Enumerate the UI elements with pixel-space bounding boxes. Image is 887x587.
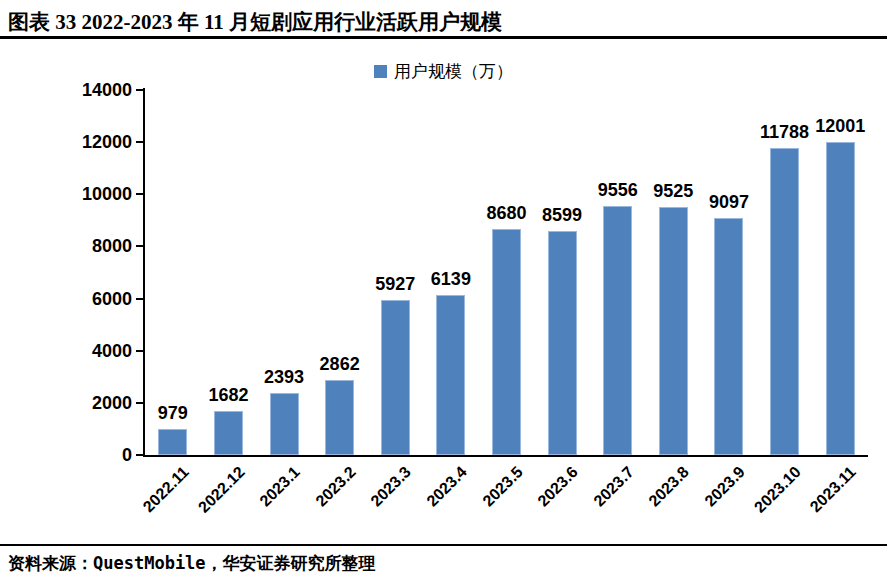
x-axis-label: 2023.7 (590, 463, 637, 510)
y-axis-tick (136, 193, 143, 195)
y-axis-tick (136, 350, 143, 352)
y-axis-tick (136, 245, 143, 247)
x-axis-label: 2023.9 (701, 463, 748, 510)
y-axis-tick-label: 14000 (0, 80, 132, 100)
bar (214, 411, 243, 455)
chart-figure: 图表 33 2022-2023 年 11 月短剧应用行业活跃用户规模 用户规模（… (0, 0, 887, 587)
y-axis-tick (136, 454, 143, 456)
y-axis-line (143, 88, 145, 455)
bar (381, 300, 410, 455)
y-axis-tick-label: 12000 (0, 132, 132, 152)
y-axis-tick-label: 8000 (0, 236, 132, 256)
bar (270, 393, 299, 455)
bar (548, 231, 577, 455)
bar (158, 429, 187, 455)
y-axis-tick-label: 4000 (0, 341, 132, 361)
source-note: 资料来源：QuestMobile，华安证券研究所整理 (8, 552, 376, 575)
y-axis-tick-label: 2000 (0, 393, 132, 413)
footer-divider (0, 544, 887, 546)
x-axis-label: 2023.4 (423, 463, 470, 510)
plot-area: 020004000600080001000012000140009792022.… (0, 0, 887, 587)
x-axis-label: 2022.11 (140, 463, 193, 516)
bar (770, 148, 799, 455)
bar-value-label: 6139 (403, 268, 499, 290)
y-axis-tick-label: 6000 (0, 289, 132, 309)
bar (659, 207, 688, 455)
bar-value-label: 8599 (514, 204, 610, 226)
x-axis-label: 2023.6 (535, 463, 582, 510)
y-axis-tick-label: 0 (0, 445, 132, 465)
bar-value-label: 9097 (681, 191, 777, 213)
y-axis-tick-label: 10000 (0, 184, 132, 204)
x-axis-label: 2022.12 (195, 463, 249, 517)
bar (826, 142, 855, 455)
y-axis-tick (136, 141, 143, 143)
bar (603, 206, 632, 455)
x-axis-label: 2023.3 (368, 463, 415, 510)
y-axis-tick (136, 298, 143, 300)
bar (714, 218, 743, 455)
bar-value-label: 2862 (292, 353, 388, 375)
x-axis-line (143, 455, 868, 457)
bar (325, 380, 354, 455)
x-axis-label: 2023.1 (256, 463, 303, 510)
x-axis-label: 2023.11 (807, 463, 860, 516)
x-axis-label: 2023.5 (479, 463, 526, 510)
bar-value-label: 12001 (792, 115, 887, 137)
bar (436, 295, 465, 455)
bar (492, 229, 521, 455)
y-axis-tick (136, 89, 143, 91)
x-axis-label: 2023.8 (646, 463, 693, 510)
x-axis-label: 2023.2 (312, 463, 359, 510)
x-axis-label: 2023.10 (751, 463, 805, 517)
